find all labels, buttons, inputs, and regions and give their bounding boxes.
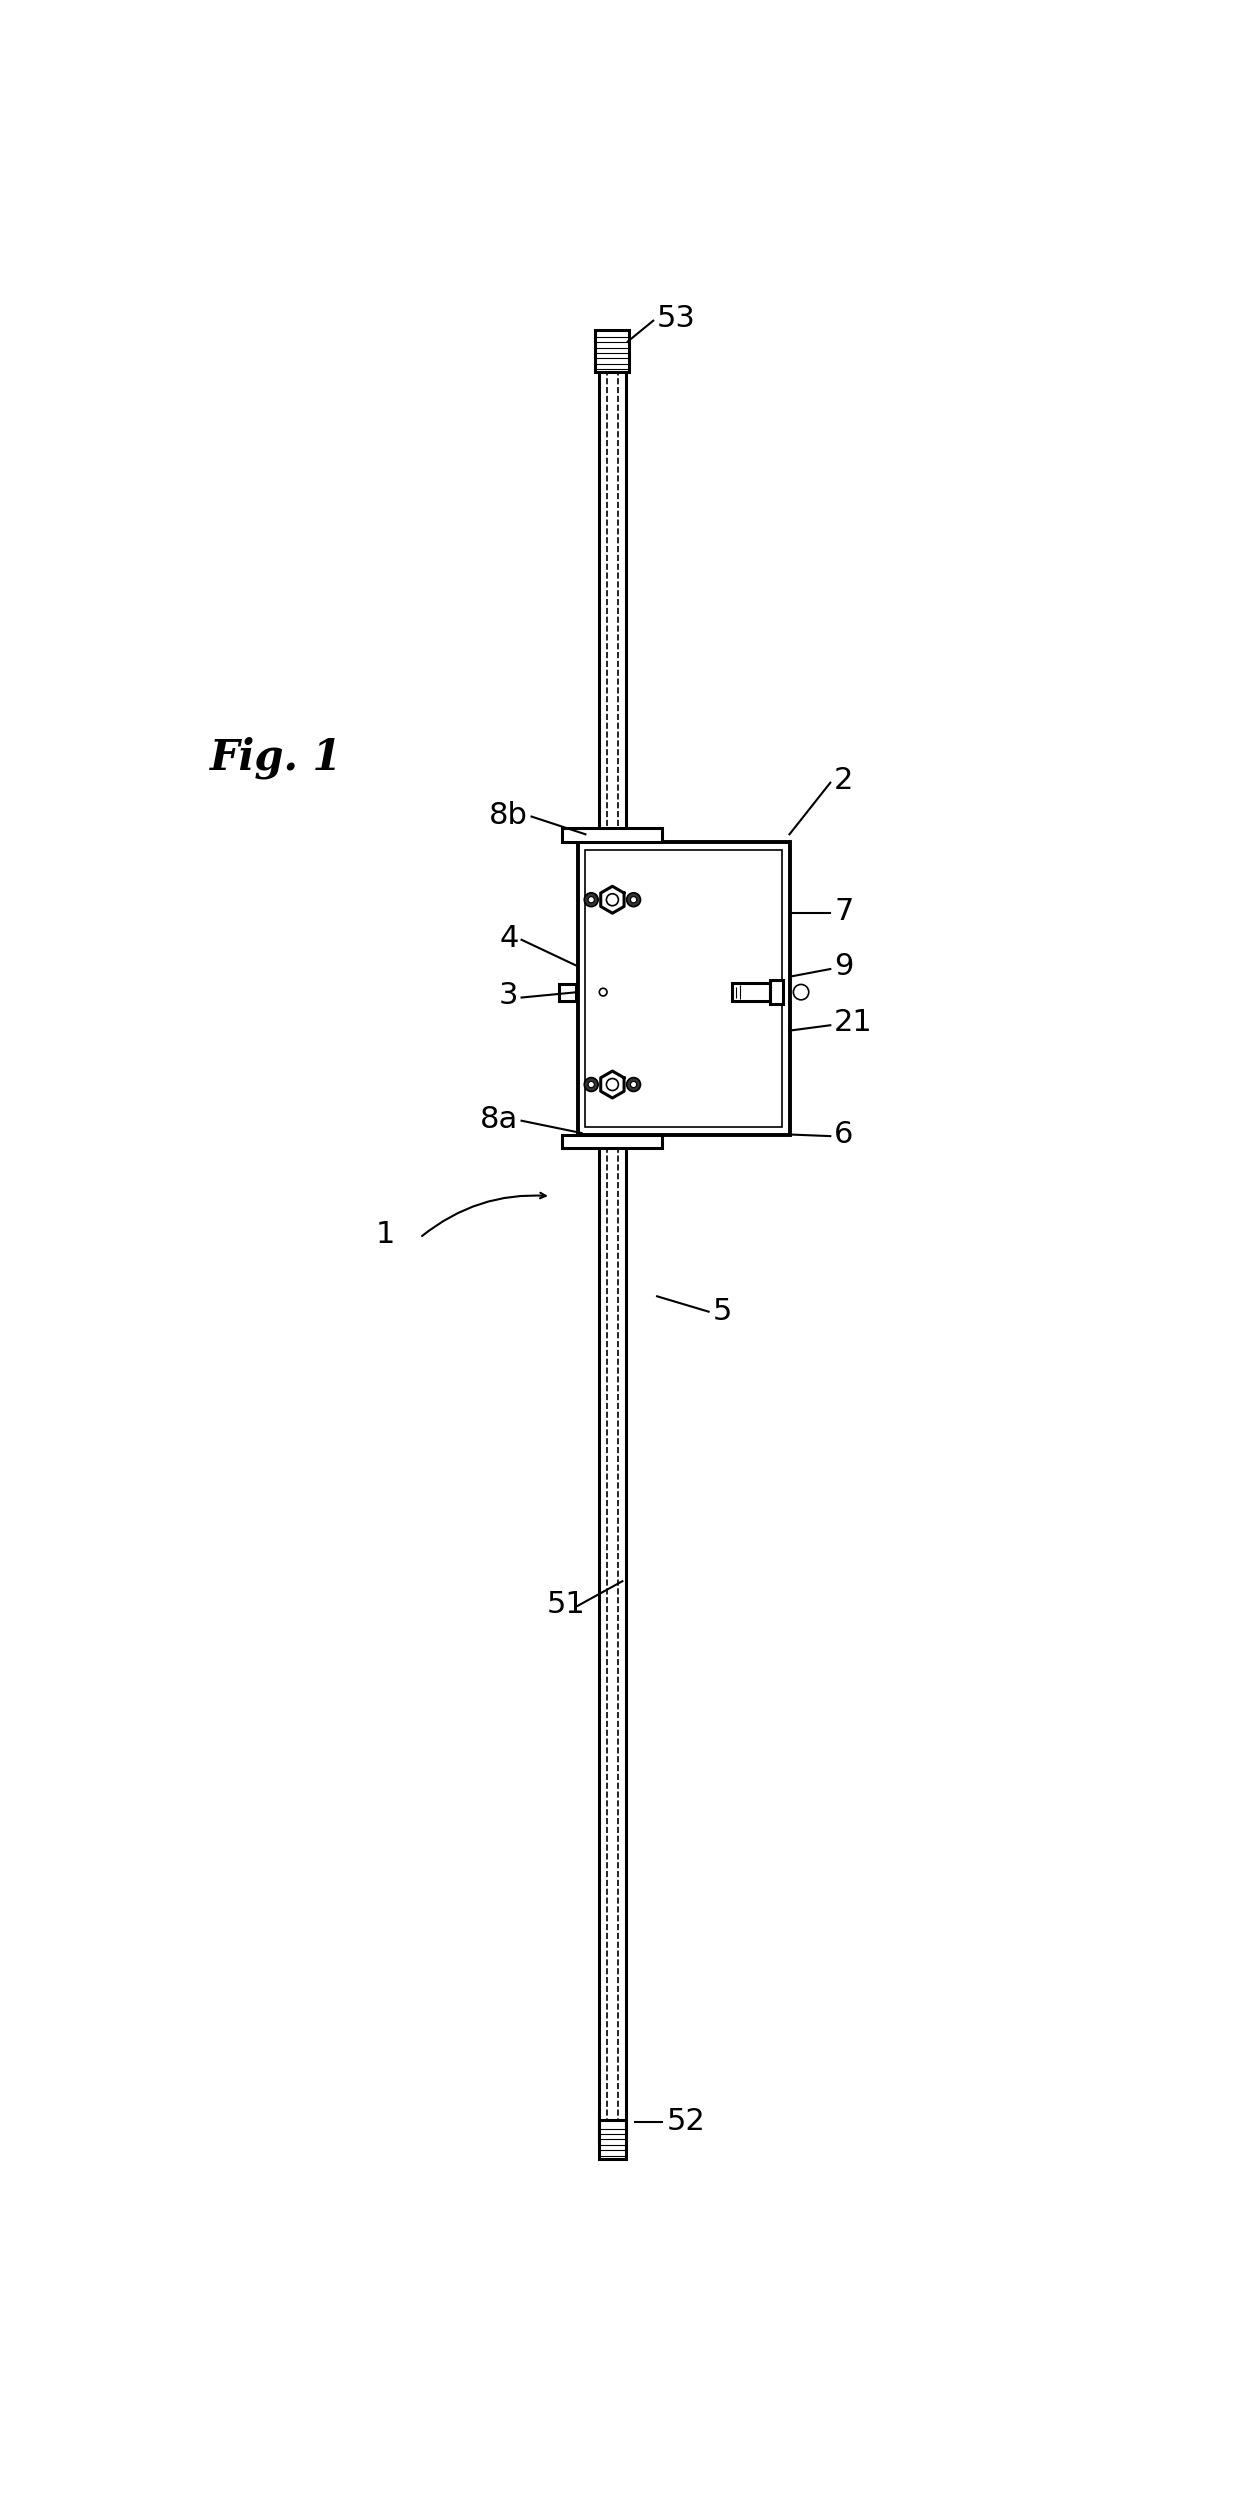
Text: 21: 21 (835, 1007, 873, 1037)
Text: 53: 53 (657, 304, 696, 334)
Text: 9: 9 (835, 952, 853, 982)
Circle shape (626, 892, 641, 907)
Circle shape (584, 1078, 598, 1090)
Circle shape (584, 892, 598, 907)
Bar (599, 2120, 626, 2158)
Polygon shape (600, 887, 624, 914)
Circle shape (588, 1083, 594, 1088)
Circle shape (626, 1078, 641, 1090)
Bar (563, 829, 662, 842)
Text: 8a: 8a (480, 1105, 518, 1133)
Text: 5: 5 (713, 1296, 732, 1326)
Text: 52: 52 (666, 2108, 706, 2135)
Text: 2: 2 (835, 766, 853, 794)
Bar (770, 980, 782, 1005)
Circle shape (630, 1083, 636, 1088)
Text: 1: 1 (376, 1221, 394, 1248)
Bar (732, 982, 770, 1002)
Text: 8b: 8b (489, 801, 528, 829)
Text: 3: 3 (498, 982, 518, 1010)
Bar (595, 329, 630, 372)
Circle shape (588, 897, 594, 902)
Text: 51: 51 (547, 1590, 585, 1618)
Bar (559, 985, 577, 1000)
Text: Fig. 1: Fig. 1 (211, 736, 343, 779)
Bar (578, 842, 790, 1135)
Text: 4: 4 (498, 924, 518, 952)
Circle shape (630, 897, 636, 902)
Text: 7: 7 (835, 897, 853, 927)
Polygon shape (600, 1070, 624, 1098)
Bar (563, 1135, 662, 1148)
Bar (585, 849, 781, 1128)
Text: 6: 6 (835, 1120, 853, 1148)
